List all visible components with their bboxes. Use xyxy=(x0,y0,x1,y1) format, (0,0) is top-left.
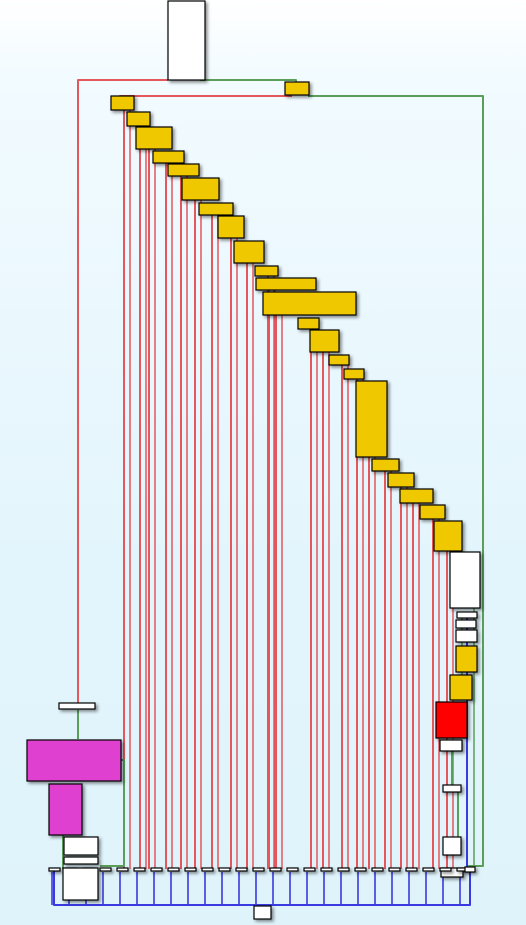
case-node[interactable] xyxy=(328,354,350,366)
hub-node[interactable] xyxy=(320,867,333,872)
case-node[interactable] xyxy=(126,111,151,127)
unconditional-edge[interactable] xyxy=(53,869,471,906)
case-node[interactable] xyxy=(399,488,434,504)
hub-node[interactable] xyxy=(184,867,197,872)
hub-node[interactable] xyxy=(286,867,299,872)
case-node[interactable] xyxy=(387,472,415,488)
true-edge[interactable] xyxy=(100,759,125,867)
hub-node[interactable] xyxy=(422,867,435,872)
nodes-layer xyxy=(26,0,481,920)
loop-head-node[interactable] xyxy=(58,702,96,710)
hub-node[interactable] xyxy=(201,867,214,872)
case-node[interactable] xyxy=(433,520,463,552)
case-node[interactable] xyxy=(152,150,185,164)
hub-node[interactable] xyxy=(439,867,452,872)
case-node[interactable] xyxy=(255,277,317,291)
case-node[interactable] xyxy=(233,240,265,264)
join-node[interactable] xyxy=(62,867,99,901)
node[interactable] xyxy=(449,551,481,609)
loop-head-node[interactable] xyxy=(26,739,122,782)
case-node[interactable] xyxy=(217,215,245,239)
exit-node[interactable] xyxy=(253,905,272,920)
hub-node[interactable] xyxy=(252,867,265,872)
edges-layer xyxy=(51,79,484,910)
case-node[interactable] xyxy=(198,202,234,216)
hub-node[interactable] xyxy=(303,867,316,872)
node[interactable] xyxy=(456,611,478,619)
hub-node[interactable] xyxy=(235,867,248,872)
entry-node[interactable] xyxy=(167,0,206,81)
hub-node[interactable] xyxy=(48,867,61,872)
case-node[interactable] xyxy=(309,329,340,353)
case-node[interactable] xyxy=(355,380,388,458)
case-node[interactable] xyxy=(110,95,135,111)
node[interactable] xyxy=(440,867,464,878)
hub-node[interactable] xyxy=(116,867,129,872)
case-node[interactable] xyxy=(262,291,357,316)
hub-node[interactable] xyxy=(133,867,146,872)
hub-node[interactable] xyxy=(337,867,350,872)
case-node[interactable] xyxy=(297,317,320,330)
case-node[interactable] xyxy=(371,458,400,472)
node[interactable] xyxy=(439,739,463,752)
node[interactable] xyxy=(442,836,462,856)
switch-node[interactable] xyxy=(284,81,310,96)
hub-node[interactable] xyxy=(218,867,231,872)
hub-node[interactable] xyxy=(405,867,418,872)
case-node[interactable] xyxy=(167,163,200,177)
false-edge[interactable] xyxy=(77,79,168,705)
node[interactable] xyxy=(63,836,99,856)
node[interactable] xyxy=(449,674,473,701)
false-edge[interactable] xyxy=(119,95,292,100)
hub-node[interactable] xyxy=(269,867,282,872)
hub-node[interactable] xyxy=(354,867,367,872)
hub-node[interactable] xyxy=(99,867,112,872)
case-node[interactable] xyxy=(181,177,220,201)
hub-node[interactable] xyxy=(388,867,401,872)
node[interactable] xyxy=(455,629,478,643)
case-node[interactable] xyxy=(135,126,173,150)
case-node[interactable] xyxy=(254,265,279,277)
hub-node[interactable] xyxy=(150,867,163,872)
true-edge[interactable] xyxy=(308,95,484,867)
current-node[interactable] xyxy=(435,701,468,739)
hub-node[interactable] xyxy=(464,866,476,873)
node[interactable] xyxy=(455,619,477,629)
node[interactable] xyxy=(442,784,462,793)
case-node[interactable] xyxy=(419,504,446,520)
hub-node[interactable] xyxy=(371,867,384,872)
loop-body-node[interactable] xyxy=(48,783,83,836)
node[interactable] xyxy=(455,645,478,673)
case-node[interactable] xyxy=(343,368,365,380)
node[interactable] xyxy=(63,856,99,865)
true-edge[interactable] xyxy=(200,79,297,88)
hub-node[interactable] xyxy=(167,867,180,872)
